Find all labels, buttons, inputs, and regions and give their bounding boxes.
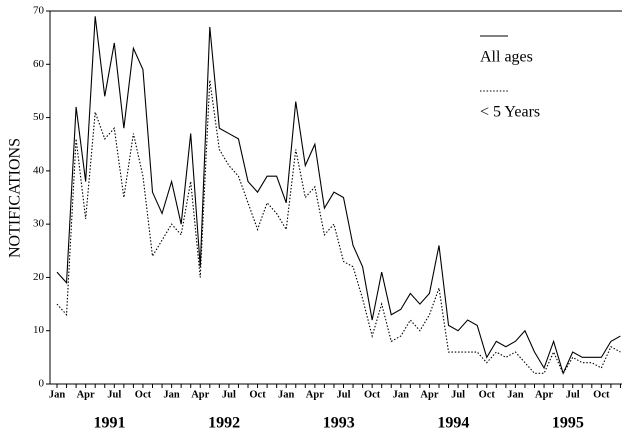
x-tick-label: Oct <box>479 389 496 400</box>
x-tick-label: Jan <box>163 389 180 400</box>
year-label: 1991 <box>94 415 126 432</box>
x-tick-label: Apr <box>535 389 553 400</box>
x-tick-label: Jul <box>222 389 236 400</box>
y-tick-label: 50 <box>33 111 45 123</box>
x-tick-label: Oct <box>249 389 266 400</box>
y-tick-label: 60 <box>33 58 45 70</box>
data-line <box>56 16 621 375</box>
year-label: 1993 <box>323 415 355 432</box>
x-tick-label: Apr <box>306 389 324 400</box>
year-label: 1992 <box>208 415 240 432</box>
x-tick-label: Jul <box>566 389 580 400</box>
x-tick-label: Oct <box>135 389 152 400</box>
y-tick-label: 0 <box>39 378 45 390</box>
legend-label: < 5 Years <box>480 104 540 121</box>
y-tick-label: 40 <box>33 164 45 176</box>
x-tick-label: Apr <box>77 389 95 400</box>
x-tick-label: Apr <box>420 389 438 400</box>
y-axis-label: NOTIFICATIONS <box>7 138 24 258</box>
x-tick-label: Apr <box>191 389 209 400</box>
data-line <box>56 80 621 375</box>
y-tick-label: 20 <box>33 271 45 283</box>
legend-label: All ages <box>480 49 533 66</box>
y-tick-label: 30 <box>33 218 45 230</box>
y-tick-label: 10 <box>33 324 45 336</box>
x-tick-label: Jul <box>336 389 350 400</box>
year-label: 1994 <box>437 415 469 432</box>
x-tick-label: Jul <box>451 389 465 400</box>
x-tick-label: Oct <box>364 389 381 400</box>
year-label: 1995 <box>552 415 584 432</box>
y-tick-label: 70 <box>33 5 45 17</box>
x-tick-label: Jan <box>278 389 295 400</box>
x-tick-label: Jan <box>49 389 66 400</box>
x-tick-label: Jan <box>393 389 410 400</box>
x-tick-label: Oct <box>593 389 610 400</box>
x-tick-label: Jan <box>507 389 524 400</box>
x-tick-label: Jul <box>107 389 121 400</box>
